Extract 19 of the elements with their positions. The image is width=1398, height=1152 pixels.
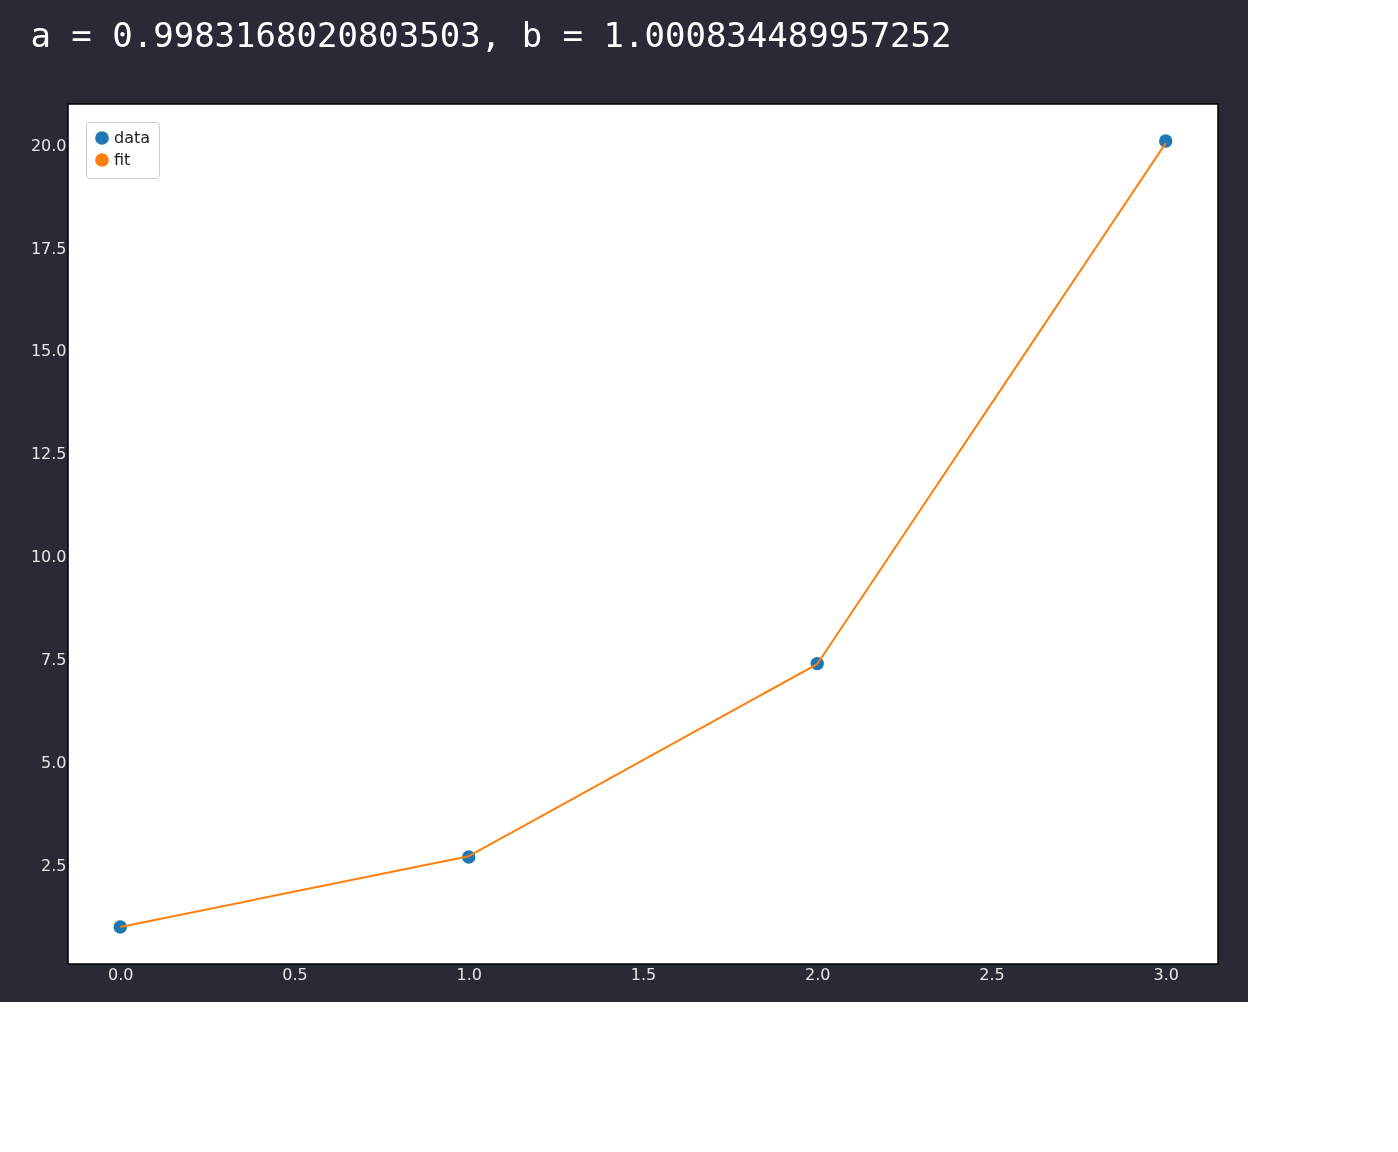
y-tick-label: 20.0 [30, 135, 67, 155]
x-tick-label: 3.0 [1153, 964, 1179, 984]
y-tick-label: 7.5 [41, 650, 67, 669]
x-tick-label: 2.0 [805, 964, 831, 984]
y-tick-label: 10.0 [30, 547, 67, 567]
x-tick-label: 1.5 [630, 964, 657, 984]
y-tick-label: 12.5 [30, 444, 67, 464]
x-tick-label: 2.5 [979, 964, 1005, 984]
y-tick-label: 5.0 [41, 752, 67, 772]
x-tick-label: 1.0 [456, 964, 482, 984]
y-tick-label: 2.5 [41, 855, 67, 875]
y-tick-label: 15.0 [30, 341, 67, 361]
x-tick-label: 0.5 [282, 964, 308, 984]
legend-label: fit [114, 150, 131, 169]
x-tick-label: 0.0 [108, 964, 134, 984]
chart-title: a = 0.9983168020803503, b = 1.000834489957252 [30, 15, 952, 55]
point [1159, 134, 1173, 148]
legend-label: data [114, 128, 151, 147]
y-tick-label: 17.5 [30, 238, 67, 258]
